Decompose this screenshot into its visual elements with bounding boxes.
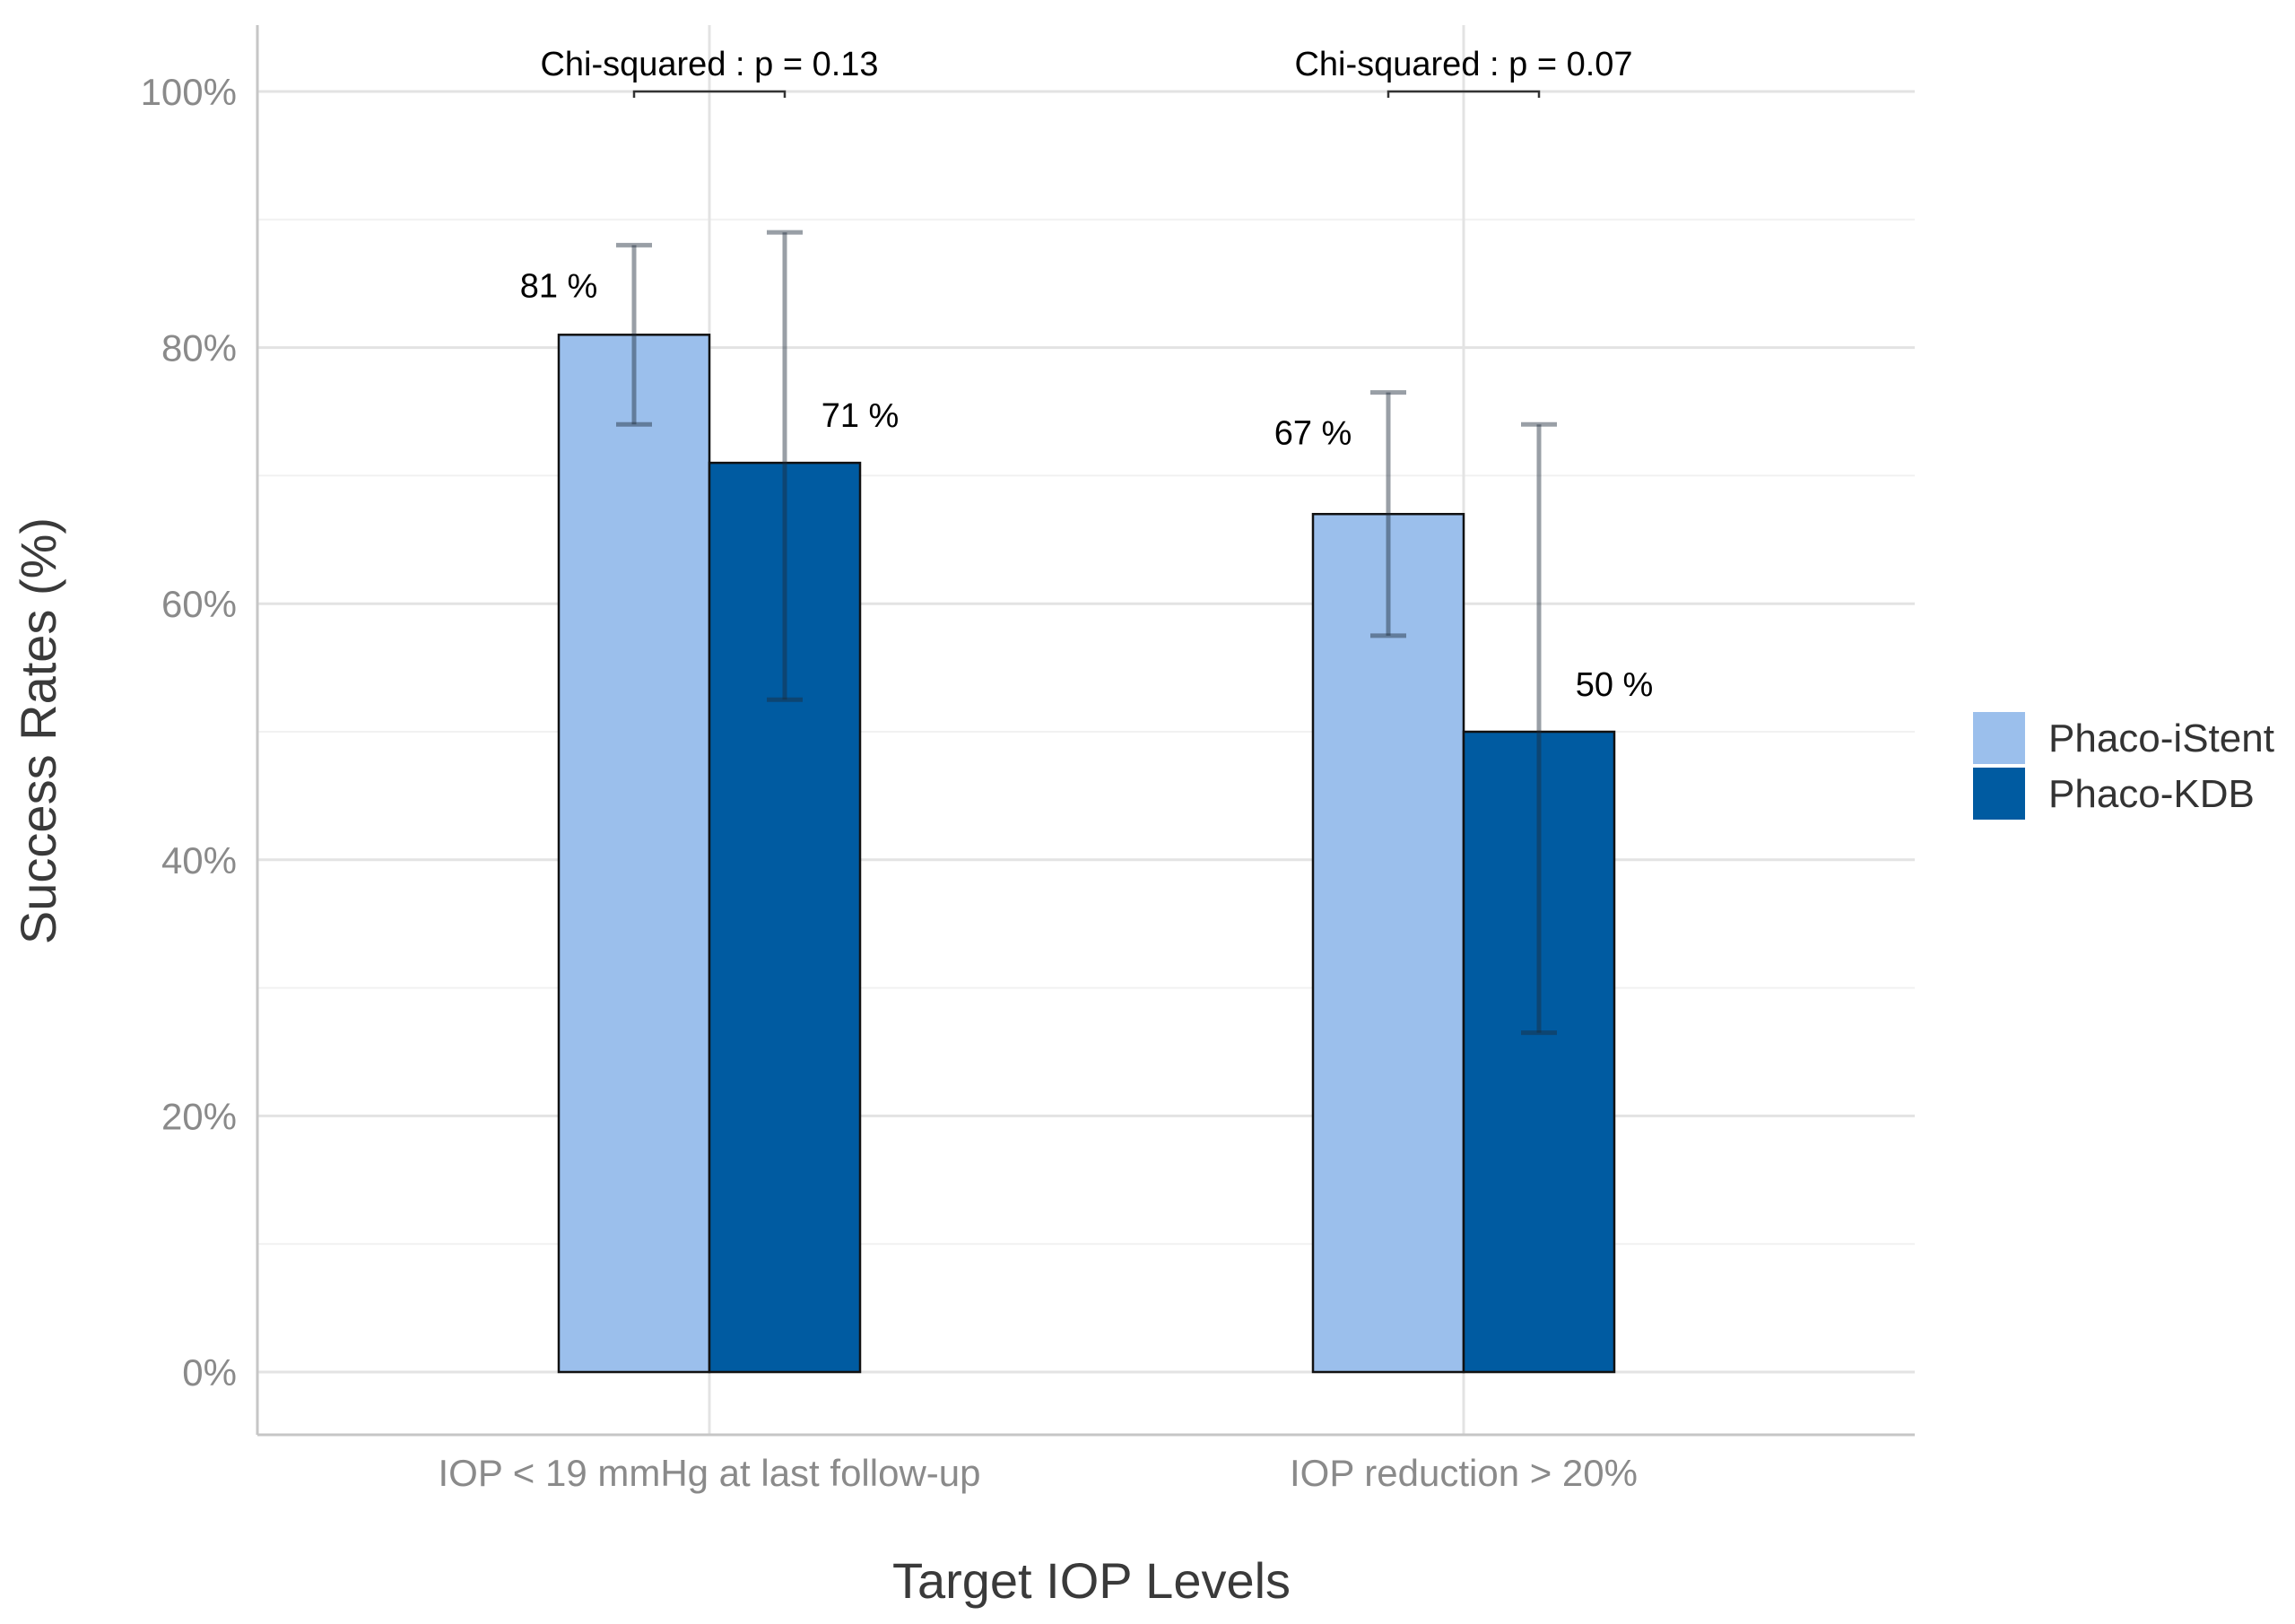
x-axis-title: Target IOP Levels <box>892 1552 1291 1609</box>
error-bar-layer <box>616 230 1557 1036</box>
y-tick-label: 80% <box>161 327 237 369</box>
legend-label: Phaco-KDB <box>2048 772 2255 816</box>
value-label: 81 % <box>520 267 598 305</box>
axis-layer: 0% 20% 40% 60% 80% 100% IOP < 19 mmHg at last … <box>141 25 1915 1494</box>
annotation-layer: Chi-squared : p = 0.13 Chi-squared : p = … <box>540 46 1633 98</box>
p-value-label: Chi-squared : p = 0.07 <box>1294 46 1632 83</box>
label-layer: 81 % 67 % 71 % 50 % <box>520 267 1654 704</box>
y-tick-label: 20% <box>161 1095 237 1137</box>
y-axis-title: Success Rates (%) <box>10 517 66 944</box>
bar <box>708 461 862 1374</box>
y-tick-label: 40% <box>161 839 237 881</box>
bar-layer <box>557 334 1616 1374</box>
legend: Phaco-iStent Phaco-KDB <box>1973 712 2274 820</box>
value-label: 67 % <box>1274 415 1352 453</box>
y-tick-label: 0% <box>182 1351 237 1394</box>
p-value-label: Chi-squared : p = 0.13 <box>540 46 878 83</box>
legend-key <box>1973 768 2025 820</box>
x-tick-label: IOP < 19 mmHg at last follow-up <box>439 1452 981 1494</box>
significance-bracket <box>632 90 787 98</box>
bar <box>557 334 711 1374</box>
y-tick-label: 100% <box>141 71 237 113</box>
significance-bracket <box>1387 90 1541 98</box>
legend-label: Phaco-iStent <box>2048 716 2274 760</box>
value-label: 71 % <box>822 397 900 435</box>
y-tick-label: 60% <box>161 583 237 625</box>
grid-layer <box>257 25 1915 1435</box>
legend-key <box>1973 712 2025 764</box>
bar <box>1462 730 1616 1374</box>
bar <box>1311 512 1465 1374</box>
value-label: 50 % <box>1576 666 1654 704</box>
x-tick-label: IOP reduction > 20% <box>1290 1452 1638 1494</box>
